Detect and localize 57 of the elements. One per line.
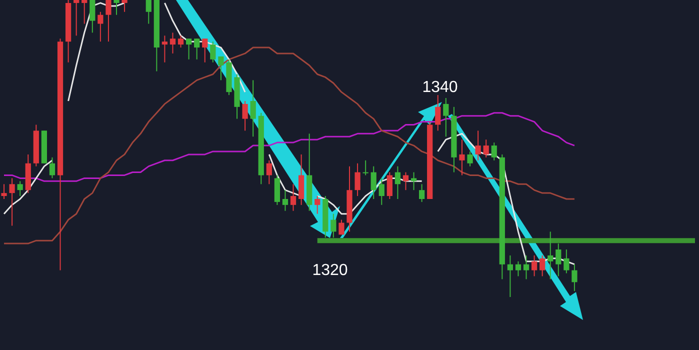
candlestick — [194, 38, 200, 60]
candlestick — [386, 172, 392, 200]
annotation: 1340 — [422, 79, 458, 96]
candlestick — [523, 254, 530, 280]
candlestick — [435, 94, 441, 132]
candlestick — [90, 0, 96, 34]
candlestick — [202, 38, 208, 63]
candlestick — [548, 231, 554, 280]
candlestick — [515, 260, 522, 277]
candlestick — [49, 156, 56, 179]
candlestick — [82, 0, 88, 24]
candlestick — [290, 184, 296, 212]
annotation: 1320 — [312, 262, 348, 279]
candlestick — [354, 162, 360, 197]
candlestick — [98, 11, 104, 42]
candlestick — [74, 0, 80, 36]
candlestick — [572, 264, 578, 292]
candlestick — [443, 98, 449, 138]
candlestick — [540, 254, 546, 277]
candlestick — [266, 160, 272, 185]
candlestick — [556, 243, 562, 277]
candlestick — [186, 38, 192, 60]
candlestick — [242, 100, 248, 132]
candlestick — [531, 254, 538, 277]
candlestick — [475, 130, 481, 161]
candlestick — [483, 139, 489, 158]
candlestick — [338, 219, 344, 236]
candlestick — [507, 254, 513, 298]
candlestick — [274, 174, 280, 206]
candlestick — [114, 0, 120, 16]
candlestick — [394, 166, 401, 200]
candlestick — [170, 32, 176, 54]
candlestick — [210, 41, 216, 63]
candlestick — [459, 139, 465, 176]
candlestick — [330, 213, 336, 238]
candlestick — [218, 56, 224, 81]
candlestick — [9, 178, 15, 226]
candlestick — [362, 160, 368, 176]
candlestick — [298, 154, 304, 206]
candlestick — [378, 178, 384, 206]
candlestick — [282, 190, 288, 212]
candlestick — [314, 196, 320, 214]
candlestick — [162, 35, 168, 63]
candlestick — [250, 80, 256, 138]
candlestick — [419, 184, 425, 202]
candlestick — [402, 172, 409, 191]
candlestick — [122, 0, 128, 12]
candlestick — [106, 0, 112, 42]
candlestick — [178, 35, 184, 48]
candlestick — [564, 248, 570, 274]
candlestick — [146, 0, 152, 24]
candlestick — [1, 184, 7, 200]
candlestick — [410, 172, 417, 191]
candlestick — [491, 142, 497, 161]
candlestick — [370, 166, 376, 200]
candlestick — [467, 150, 473, 167]
candlestick — [17, 180, 23, 197]
